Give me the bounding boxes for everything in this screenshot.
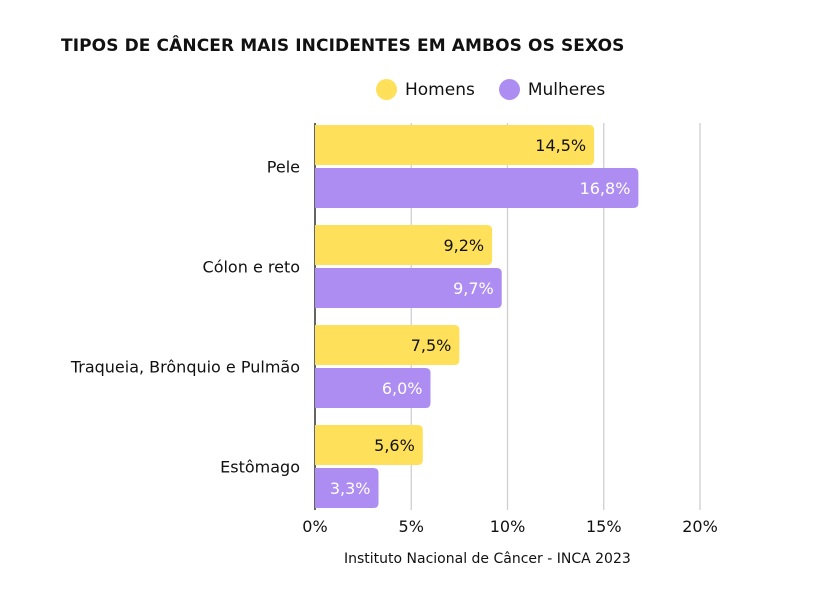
bar-homens-3 <box>315 425 423 465</box>
bar-label: 6,0% <box>382 379 423 398</box>
bar-mulheres-1 <box>315 268 502 308</box>
category-label: Cólon e reto <box>203 258 300 277</box>
x-tick-label: 15% <box>586 517 622 536</box>
bar-label: 9,7% <box>453 279 494 298</box>
chart-title: TIPOS DE CÂNCER MAIS INCIDENTES EM AMBOS… <box>61 36 625 56</box>
x-tick-label: 0% <box>302 517 327 536</box>
bar-label: 7,5% <box>411 336 452 355</box>
x-tick-label: 5% <box>399 517 424 536</box>
category-label: Pele <box>267 158 300 177</box>
legend: Homens Mulheres <box>376 79 629 100</box>
bar-label: 9,2% <box>443 236 484 255</box>
bar-homens-0 <box>315 125 595 165</box>
bar-label: 3,3% <box>330 479 371 498</box>
legend-label-mulheres: Mulheres <box>527 79 606 100</box>
category-label: Estômago <box>220 458 300 477</box>
legend-swatch-homens <box>376 79 397 100</box>
bar-mulheres-3 <box>315 468 379 508</box>
bar-mulheres-2 <box>315 368 431 408</box>
x-tick-label: 10% <box>490 517 526 536</box>
bar-label: 16,8% <box>580 179 631 198</box>
legend-item-homens: Homens <box>376 79 475 100</box>
source-note: Instituto Nacional de Câncer - INCA 2023 <box>344 551 631 567</box>
legend-swatch-mulheres <box>498 79 520 100</box>
legend-item-mulheres: Mulheres <box>498 79 606 100</box>
legend-label-homens: Homens <box>405 79 475 100</box>
bar-label: 14,5% <box>535 136 586 155</box>
bar-label: 5,6% <box>374 436 415 455</box>
category-label: Traqueia, Brônquio e Pulmão <box>70 358 300 377</box>
x-tick-label: 20% <box>682 517 718 536</box>
bar-homens-1 <box>315 225 493 265</box>
bar-mulheres-0 <box>315 168 639 208</box>
bar-homens-2 <box>315 325 460 365</box>
